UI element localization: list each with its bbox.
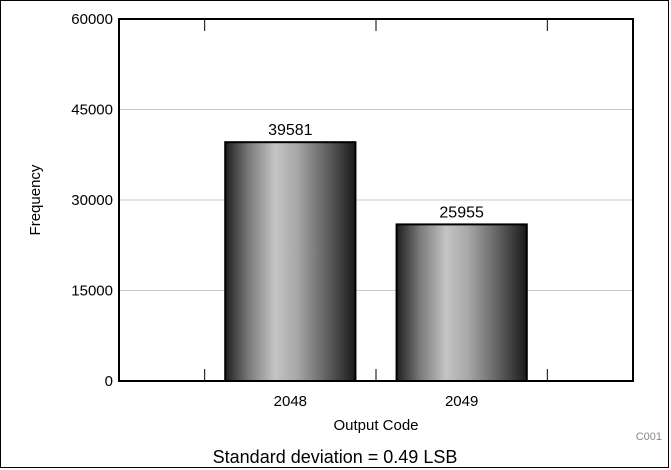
x-tick-marks [204, 19, 548, 381]
x-tick-label: 2049 [445, 393, 478, 410]
bar-2049 [395, 223, 528, 382]
y-axis-title: Frequency [27, 164, 44, 235]
bar-value-label: 39581 [268, 122, 313, 139]
y-tick-label: 30000 [71, 192, 113, 209]
x-axis-title: Output Code [333, 417, 418, 434]
bar-2048 [224, 141, 357, 382]
bar-value-label: 25955 [439, 204, 484, 221]
gridlines [119, 109, 633, 291]
figure-code: C001 [636, 431, 662, 443]
x-tick-label: 2048 [274, 393, 307, 410]
x-tick-labels: 2048 2049 [274, 393, 479, 410]
y-tick-label: 0 [105, 373, 113, 390]
bars [224, 141, 528, 382]
y-tick-label: 60000 [71, 11, 113, 28]
y-tick-labels: 0 15000 30000 45000 60000 [71, 11, 113, 390]
data-labels: 39581 25955 [268, 122, 484, 221]
y-tick-label: 15000 [71, 283, 113, 300]
standard-deviation-caption: Standard deviation = 0.49 LSB [213, 447, 458, 467]
y-tick-label: 45000 [71, 102, 113, 119]
